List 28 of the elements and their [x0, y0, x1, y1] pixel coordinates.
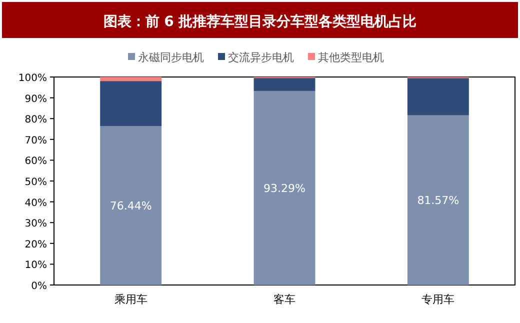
y-tick-label: 80% — [24, 114, 47, 126]
bar — [254, 78, 316, 91]
bar — [407, 115, 469, 285]
bar — [100, 126, 162, 285]
y-tick-label: 40% — [24, 198, 47, 209]
bar — [407, 78, 469, 116]
y-tick-label: 10% — [24, 260, 47, 272]
y-tick-label: 30% — [24, 218, 47, 230]
y-tick-label: 60% — [24, 156, 47, 168]
chart-title: 图表：前 6 批推荐车型目录分车型各类型电机占比 — [103, 13, 417, 30]
data-label: 93.29% — [264, 182, 306, 195]
bar — [254, 90, 316, 285]
y-tick-label: 20% — [24, 239, 47, 250]
legend-label: 永磁同步电机 — [138, 51, 204, 64]
data-label: 76.44% — [110, 200, 152, 212]
bar — [100, 81, 162, 126]
y-tick-label: 0% — [31, 281, 47, 292]
bar — [100, 76, 162, 82]
data-label: 81.57% — [417, 194, 460, 208]
legend-label: 交流异步电机 — [228, 51, 294, 64]
y-tick-label: 70% — [24, 135, 47, 146]
y-tick-label: 100% — [18, 73, 47, 84]
x-tick-label: 乘用车 — [114, 293, 148, 306]
x-tick-label: 专用车 — [422, 293, 455, 306]
x-tick-label: 客车 — [274, 293, 296, 306]
y-tick-label: 90% — [24, 94, 47, 105]
y-tick-label: 50% — [24, 177, 47, 188]
legend-label: 其他类型电机 — [318, 51, 384, 64]
